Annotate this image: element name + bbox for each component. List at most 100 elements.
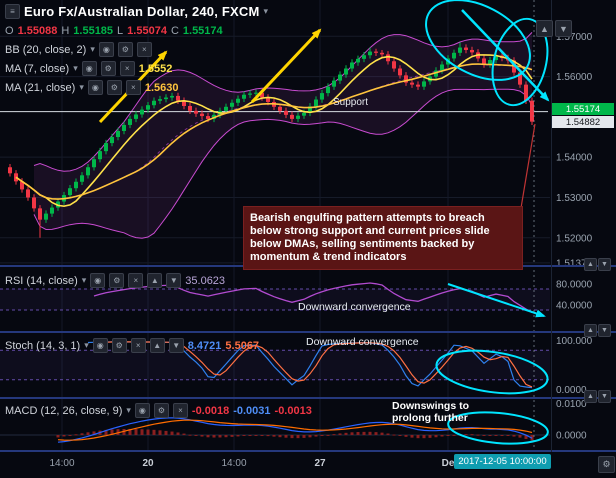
gear-icon[interactable]: ⚙: [111, 338, 127, 353]
close-icon[interactable]: ×: [128, 273, 144, 288]
svg-text:1.57000: 1.57000: [556, 32, 593, 43]
stoch-label[interactable]: Stoch (14, 3, 1): [5, 339, 81, 352]
chevron-down-icon[interactable]: ▾: [90, 44, 95, 54]
eye-icon[interactable]: ◉: [87, 80, 103, 95]
reversal-highlight-ellipse-1[interactable]: [413, 0, 544, 96]
current-price-badge: 1.54882: [552, 116, 614, 128]
high-value: 1.55185: [73, 24, 114, 37]
stoch-pane: [0, 341, 550, 389]
symbol-menu-icon[interactable]: ≡: [5, 4, 20, 19]
svg-text:1.56000: 1.56000: [556, 72, 593, 83]
svg-text:80.0000: 80.0000: [556, 279, 593, 290]
macd-signal-value: -0.0013: [274, 404, 312, 417]
note-connector-line: [520, 123, 536, 209]
stoch-annotation-text[interactable]: Downward convergence: [306, 336, 419, 348]
eye-icon[interactable]: ◉: [90, 273, 106, 288]
svg-text:0.0100: 0.0100: [556, 399, 587, 410]
move-pane-up-icon[interactable]: ▲: [149, 338, 165, 353]
bb-label[interactable]: BB (20, close, 2): [5, 43, 87, 56]
gear-icon[interactable]: ⚙: [153, 403, 169, 418]
pane-scroll-up-button[interactable]: ▲: [536, 20, 553, 37]
rsi-legend: RSI (14, close) ▾ ◉ ⚙ × ▲ ▼ 35.0623: [5, 272, 225, 289]
support-line-label[interactable]: Support: [333, 97, 369, 108]
close-label: C: [170, 24, 179, 37]
eye-icon[interactable]: ◉: [134, 403, 150, 418]
macd-hist-value: -0.0018: [191, 404, 230, 417]
pane-expand-button[interactable]: ▼: [598, 390, 611, 403]
rsi-label[interactable]: RSI (14, close): [5, 274, 78, 287]
date-label: 27: [314, 458, 326, 469]
eye-icon[interactable]: ◉: [92, 338, 108, 353]
close-icon[interactable]: ×: [130, 338, 146, 353]
pane-divider[interactable]: [0, 397, 616, 399]
downtrend-arrow-rsi[interactable]: [447, 283, 546, 318]
time-label: 14:00: [221, 458, 247, 469]
eye-icon[interactable]: ◉: [98, 42, 114, 57]
ma7-label[interactable]: MA (7, close): [5, 62, 70, 75]
chevron-down-icon[interactable]: ▾: [263, 6, 269, 16]
gear-icon[interactable]: ⚙: [106, 80, 122, 95]
macd-line-value: -0.0031: [233, 404, 271, 417]
chevron-down-icon[interactable]: ▾: [79, 82, 84, 92]
chevron-down-icon[interactable]: ▾: [126, 405, 131, 415]
svg-text:0.0000: 0.0000: [556, 385, 587, 396]
chart-title: Euro Fx/Australian Dollar, 240, FXCM: [24, 4, 260, 19]
open-value: 1.55088: [17, 24, 58, 37]
gear-icon[interactable]: ⚙: [100, 61, 116, 76]
pane-collapse-button[interactable]: ▲: [584, 324, 597, 337]
close-icon[interactable]: ×: [125, 80, 141, 95]
svg-text:0.0000: 0.0000: [556, 430, 587, 441]
eye-icon[interactable]: ◉: [81, 61, 97, 76]
date-label: 20: [142, 458, 154, 469]
pane-divider[interactable]: [0, 331, 616, 333]
axis-labels: 1.57000 1.56000 1.54000 1.53000 1.52000 1.513…: [556, 32, 593, 442]
svg-text:1.51378: 1.51378: [556, 258, 593, 269]
pane-expand-button[interactable]: ▼: [598, 258, 611, 271]
timezone-settings-button[interactable]: ⚙: [598, 456, 615, 473]
analysis-note-box[interactable]: Bearish engulfing pattern attempts to br…: [243, 206, 523, 270]
rsi-value: 35.0623: [185, 274, 226, 287]
reversal-highlight-ellipse-2[interactable]: [484, 13, 556, 111]
move-pane-up-icon[interactable]: ▲: [147, 273, 163, 288]
svg-text:40.0000: 40.0000: [556, 300, 593, 311]
low-value: 1.55074: [127, 24, 167, 37]
rsi-annotation-text[interactable]: Downward convergence: [298, 301, 411, 313]
ma21-label[interactable]: MA (21, close): [5, 81, 76, 94]
high-label: H: [61, 24, 70, 37]
svg-text:1.53000: 1.53000: [556, 193, 593, 204]
chevron-down-icon[interactable]: ▾: [81, 275, 87, 285]
gear-icon[interactable]: ⚙: [117, 42, 133, 57]
downtrend-arrow-main[interactable]: [461, 9, 550, 102]
pane-scroll-down-button[interactable]: ▼: [555, 20, 572, 37]
move-pane-down-icon[interactable]: ▼: [168, 338, 184, 353]
ma21-indicator-row: MA (21, close) ▾ ◉ ⚙ × 1.5630: [5, 79, 268, 96]
pane-collapse-button[interactable]: ▲: [584, 258, 597, 271]
chevron-down-icon[interactable]: ▾: [73, 63, 78, 73]
chevron-down-icon[interactable]: ▾: [84, 340, 89, 350]
price-axis-separator: [551, 0, 552, 452]
macd-label[interactable]: MACD (12, 26, close, 9): [5, 404, 123, 417]
macd-annotation-text[interactable]: Downswings to prolong further: [392, 400, 469, 425]
date-label: De: [441, 458, 455, 469]
gear-icon[interactable]: ⚙: [109, 273, 125, 288]
time-axis-divider: [0, 450, 616, 452]
last-close-price-badge: 1.55174: [552, 103, 614, 115]
open-label: O: [5, 24, 14, 37]
pane-expand-button[interactable]: ▼: [598, 324, 611, 337]
close-icon[interactable]: ×: [172, 403, 188, 418]
stoch-legend: Stoch (14, 3, 1) ▾ ◉ ⚙ × ▲ ▼ 8.4721 5.50…: [5, 337, 259, 354]
symbol-title-row: ≡ Euro Fx/Australian Dollar, 240, FXCM ▾: [5, 3, 268, 20]
close-icon[interactable]: ×: [119, 61, 135, 76]
current-bar-time-badge: 2017-12-05 10:00:00: [454, 454, 551, 469]
move-pane-down-icon[interactable]: ▼: [166, 273, 182, 288]
stoch-k-value: 8.4721: [187, 339, 222, 352]
uptrend-arrow-2[interactable]: [250, 28, 322, 104]
low-label: L: [117, 24, 124, 37]
price-pane: [0, 32, 548, 239]
macd-highlight-ellipse[interactable]: [447, 409, 549, 448]
pane-collapse-button[interactable]: ▲: [584, 390, 597, 403]
stoch-highlight-ellipse[interactable]: [434, 344, 550, 399]
close-icon[interactable]: ×: [136, 42, 152, 57]
ma7-value: 1.5552: [138, 62, 173, 75]
